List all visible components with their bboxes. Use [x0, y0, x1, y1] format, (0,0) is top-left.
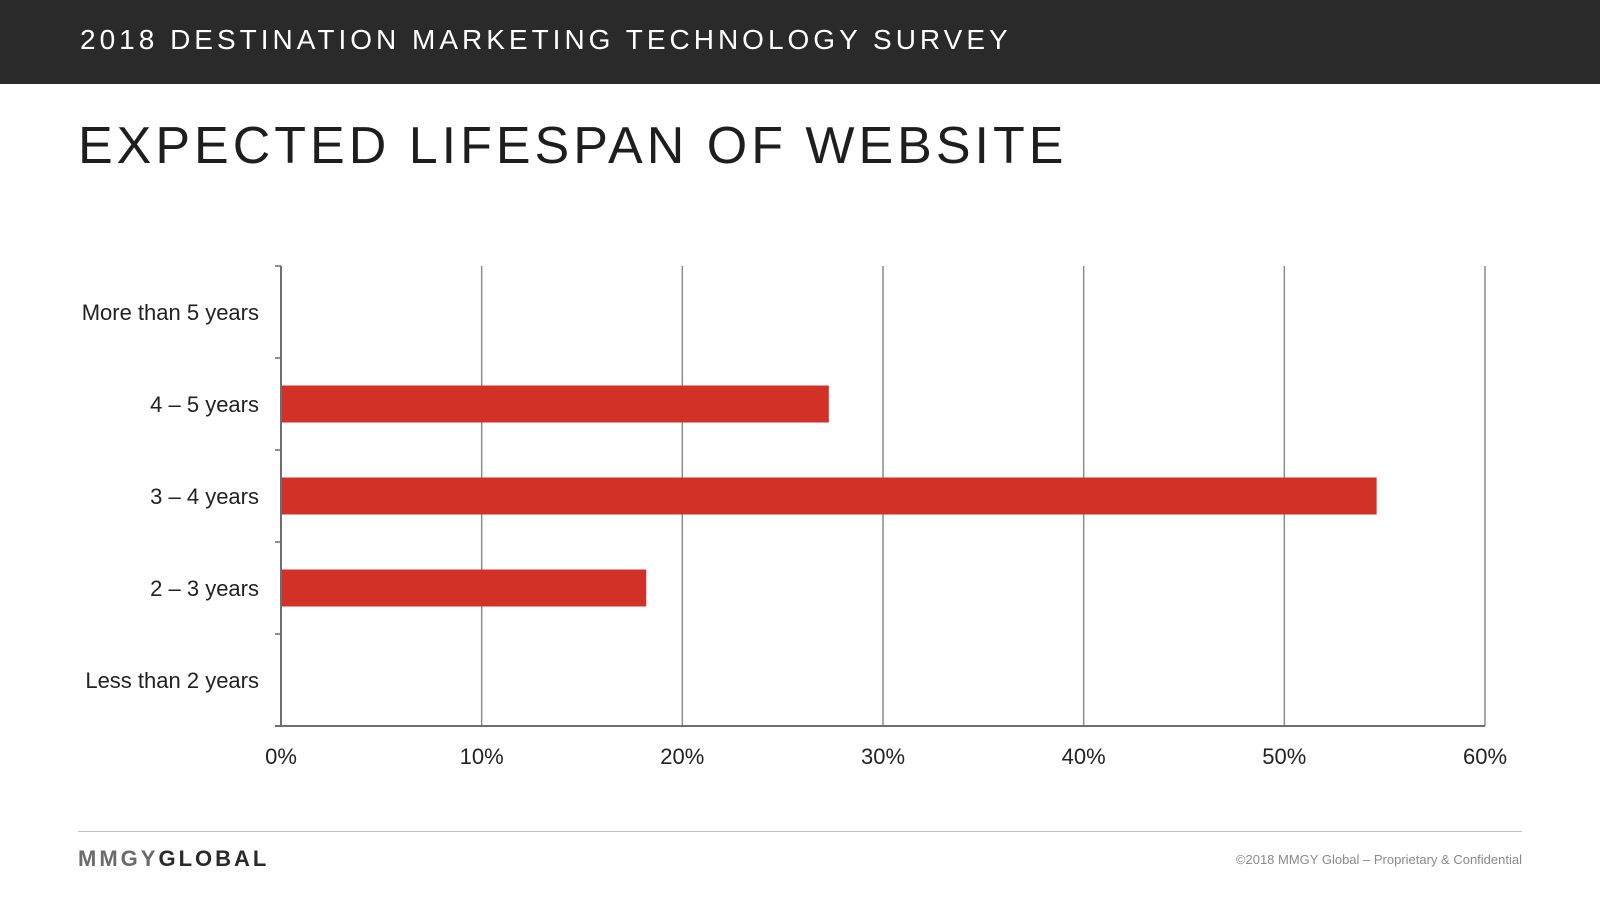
category-label: 3 – 4 years [150, 484, 259, 509]
x-tick-label: 40% [1062, 744, 1106, 769]
category-label: 4 – 5 years [150, 392, 259, 417]
mmgy-global-logo: MMGYGLOBAL [78, 846, 269, 872]
copyright-notice: ©2018 MMGY Global – Proprietary & Confid… [1235, 852, 1522, 867]
category-label: Less than 2 years [85, 668, 259, 693]
logo-mmgy: MMGY [78, 846, 159, 871]
category-label: 2 – 3 years [150, 576, 259, 601]
x-tick-label: 0% [265, 744, 297, 769]
bar [282, 385, 829, 423]
x-tick-label: 20% [660, 744, 704, 769]
bar-chart: 0% 10% 20% 30% 40% 50% 60% More than 5 years 4 –… [82, 265, 1507, 769]
logo-global: GLOBAL [158, 846, 270, 871]
footer-divider [78, 831, 1522, 832]
bar [282, 569, 647, 607]
x-tick-label: 50% [1262, 744, 1306, 769]
survey-title: 2018 DESTINATION MARKETING TECHNOLOGY SU… [80, 24, 1012, 55]
x-tick-label: 30% [861, 744, 905, 769]
x-tick-label: 10% [460, 744, 504, 769]
top-banner: 2018 DESTINATION MARKETING TECHNOLOGY SU… [0, 0, 1600, 84]
x-tick-label: 60% [1463, 744, 1507, 769]
page-title: EXPECTED LIFESPAN OF WEBSITE [78, 117, 1068, 175]
category-label: More than 5 years [82, 300, 259, 325]
bar [282, 477, 1377, 515]
